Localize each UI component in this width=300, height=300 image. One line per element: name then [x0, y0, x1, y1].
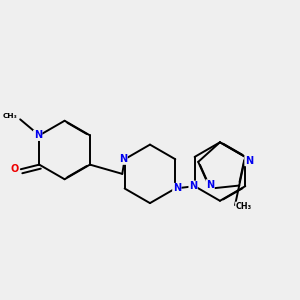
Text: N: N: [245, 156, 253, 166]
Text: CH₃: CH₃: [236, 202, 252, 211]
Text: O: O: [11, 164, 19, 174]
Text: N: N: [173, 184, 181, 194]
Text: CH₃: CH₃: [3, 113, 18, 119]
Text: N: N: [206, 180, 214, 190]
Text: N: N: [189, 181, 197, 191]
Text: N: N: [34, 130, 42, 140]
Text: N: N: [119, 154, 127, 164]
